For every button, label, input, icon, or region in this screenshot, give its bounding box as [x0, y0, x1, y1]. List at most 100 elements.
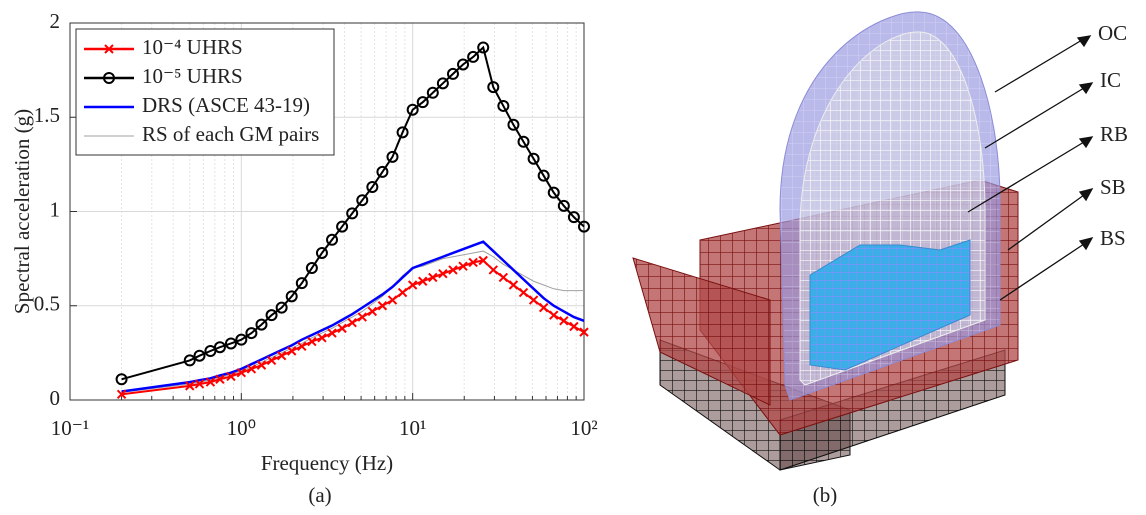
marker: [347, 318, 357, 328]
chart-a: 10⁻¹ 10⁰ 10¹ 10² 0 0.5 1 1.5 2 Frequency (Hz) Spec…: [10, 9, 598, 475]
marker: [478, 255, 488, 266]
label-arrows: [967, 35, 1094, 301]
marker: [366, 180, 379, 193]
marker: [498, 272, 509, 283]
y-tick-label: 1: [50, 197, 61, 221]
marker: [194, 379, 205, 389]
marker: [367, 306, 378, 317]
marker: [497, 99, 510, 112]
marker: [213, 341, 226, 354]
marker: [467, 50, 480, 63]
component-label: RB: [1100, 122, 1128, 146]
x-tick-label: 10⁰: [227, 416, 256, 440]
component-label: BS: [1100, 226, 1126, 250]
caption-a: (a): [308, 483, 331, 507]
marker: [317, 333, 327, 343]
plot-frame: [69, 22, 585, 401]
marker: [205, 377, 216, 387]
marker: [183, 354, 196, 367]
marker: [266, 355, 277, 366]
marker: [226, 371, 236, 382]
marker: [538, 302, 549, 313]
marker: [326, 233, 339, 246]
marker: [487, 81, 500, 94]
marker: [275, 301, 288, 314]
marker: [537, 169, 550, 182]
marker: [185, 381, 195, 391]
marker: [436, 77, 449, 90]
model-render: [632, 11, 1094, 471]
marker: [265, 309, 278, 322]
marker: [458, 261, 468, 271]
y-tick-label: 2: [50, 9, 61, 33]
marker: [557, 199, 570, 212]
marker: [245, 327, 258, 340]
marker: [397, 287, 408, 298]
marker: [517, 135, 530, 148]
marker: [307, 336, 317, 347]
marker: [276, 350, 287, 361]
marker: [287, 346, 297, 356]
reactor-building: [809, 239, 971, 371]
marker: [236, 367, 247, 378]
shield-left: [632, 257, 771, 406]
x-tick-label: 10¹: [399, 416, 426, 440]
component-label: SB: [1100, 175, 1126, 199]
marker: [356, 194, 369, 207]
y-tick-label: 1.5: [34, 103, 60, 127]
marker: [346, 207, 359, 220]
marker: [468, 257, 478, 268]
marker: [246, 364, 257, 374]
marker: [315, 246, 328, 259]
marker: [224, 337, 237, 350]
marker: [377, 301, 388, 311]
marker: [115, 373, 128, 386]
y-tick-label: 0: [50, 386, 61, 410]
marker: [446, 67, 459, 80]
marker: [387, 295, 398, 305]
marker: [103, 72, 115, 84]
legend-label: DRS (ASCE 43-19): [142, 93, 310, 117]
legend-label: RS of each GM pairs: [142, 122, 319, 146]
y-axis-label: Spectral acceleration (g): [10, 109, 34, 314]
marker: [396, 126, 409, 139]
marker: [418, 276, 428, 286]
marker: [407, 280, 418, 290]
marker: [416, 96, 429, 109]
marker: [448, 265, 458, 275]
y-tick-label: 0.5: [34, 292, 60, 316]
marker: [488, 265, 498, 275]
marker: [567, 211, 580, 224]
marker: [406, 103, 419, 116]
marker: [337, 323, 347, 334]
marker: [255, 318, 268, 331]
x-tick-label: 10⁻¹: [51, 416, 89, 440]
marker: [457, 58, 470, 71]
marker: [528, 295, 539, 305]
marker: [547, 186, 560, 199]
marker: [327, 328, 337, 338]
legend-label: 10⁻⁵ UHRS: [142, 64, 243, 88]
marker: [193, 349, 206, 362]
marker: [336, 220, 349, 233]
caption-b: (b): [813, 483, 838, 507]
marker: [578, 220, 590, 233]
x-axis-label: Frequency (Hz): [261, 451, 393, 475]
marker: [569, 321, 579, 332]
marker: [438, 268, 448, 279]
marker: [428, 272, 438, 283]
marker: [518, 287, 529, 298]
marker: [104, 44, 114, 54]
marker: [285, 290, 298, 303]
marker: [477, 41, 490, 54]
marker: [256, 360, 267, 370]
component-label: OC: [1098, 21, 1127, 45]
series-line: [121, 259, 585, 396]
marker: [549, 310, 559, 320]
marker: [357, 312, 367, 322]
marker: [305, 262, 318, 275]
marker: [116, 389, 127, 400]
marker: [579, 327, 589, 337]
marker: [527, 152, 540, 165]
